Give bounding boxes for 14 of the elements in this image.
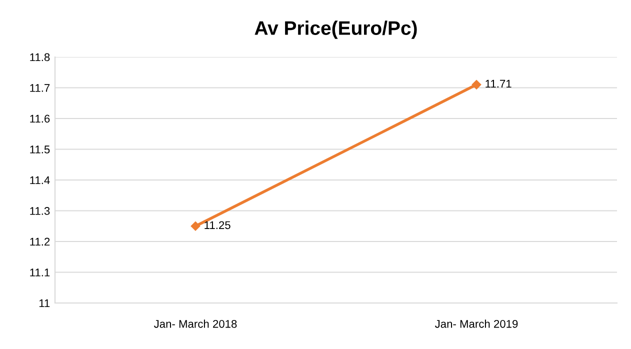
y-tick-label: 11: [39, 299, 50, 308]
data-label: 11.25: [204, 221, 230, 230]
y-tick-label: 11.7: [30, 84, 50, 92]
data-label: 11.71: [486, 80, 512, 88]
x-tick-label: Jan- March 2018: [154, 320, 237, 328]
x-tick-label: Jan- March 2019: [434, 320, 518, 328]
y-tick-label: 11.4: [30, 176, 50, 184]
y-tick-label: 11.8: [30, 53, 50, 62]
chart-title: Av Price(Euro/Pc): [254, 20, 417, 39]
y-tick-label: 11.6: [30, 114, 50, 123]
y-tick-label: 11.1: [30, 268, 50, 276]
y-tick-label: 11.3: [30, 207, 50, 215]
y-tick-label: 11.2: [30, 238, 50, 246]
y-tick-label: 11.5: [30, 146, 50, 154]
